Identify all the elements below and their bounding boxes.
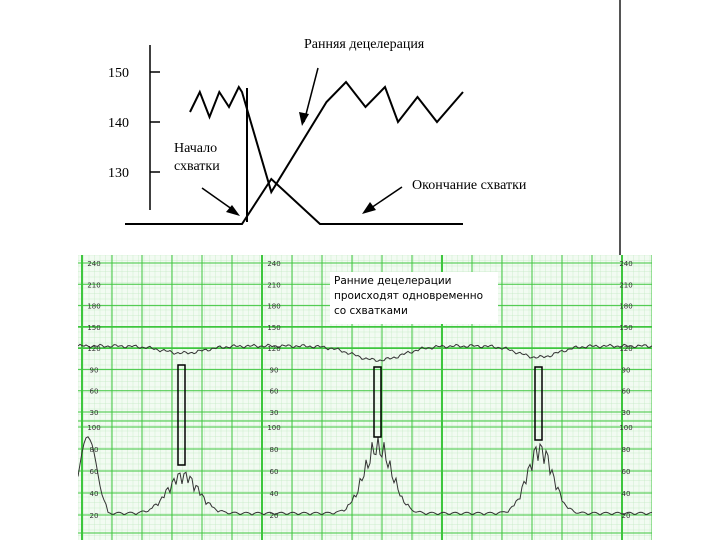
uc-scale-label: 80 (622, 446, 631, 454)
uc-scale-label: 20 (270, 512, 279, 520)
fhr-scale-label: 180 (619, 303, 632, 311)
fhr-scale-label: 180 (267, 303, 280, 311)
uc-scale-label: 60 (270, 468, 279, 476)
fhr-scale-label: 90 (270, 366, 279, 374)
ctg-uc-trace (78, 436, 652, 516)
end-arrow-head (362, 202, 376, 214)
fhr-scale-label: 120 (267, 345, 280, 353)
scheme-contraction-trace (125, 177, 463, 225)
fhr-scale-label: 60 (270, 388, 279, 396)
deceleration-marker-1 (177, 364, 186, 466)
scheme-fhr-trace (189, 80, 464, 195)
fhr-scale-label: 150 (619, 324, 632, 332)
annotation-line-2: происходят одновременно (334, 290, 484, 302)
fhr-scale-label: 150 (267, 324, 280, 332)
label-end: Окончание схватки (412, 178, 527, 193)
uc-scale-label: 100 (267, 424, 280, 432)
fhr-scale-label: 240 (87, 260, 100, 268)
start-arrow-head (226, 205, 240, 216)
y-label-130: 130 (108, 166, 129, 181)
end-arrow (367, 186, 403, 211)
fhr-scale-label: 30 (622, 409, 631, 417)
fhr-scale-label: 30 (90, 409, 99, 417)
fhr-scale-label: 210 (267, 281, 280, 289)
fhr-scale-label: 150 (87, 324, 100, 332)
annotation-line-3: со схватками (334, 305, 408, 317)
deceleration-marker-2 (373, 366, 382, 438)
uc-scale-label: 80 (90, 446, 99, 454)
uc-scale-label: 20 (622, 512, 631, 520)
label-start-line1: Начало (174, 141, 217, 156)
uc-scale-label: 60 (90, 468, 99, 476)
fhr-scale-label: 120 (87, 345, 100, 353)
label-start-line2: схватки (174, 159, 220, 174)
uc-scale-label: 100 (619, 424, 632, 432)
uc-scale-label: 80 (270, 446, 279, 454)
uc-scale-label: 40 (622, 490, 631, 498)
fhr-scale-label: 180 (87, 303, 100, 311)
ctg-scale-labels: 240 210 180 150 120 90 60 30 100 80 60 40 20 240 210 18… (87, 260, 632, 520)
uc-scale-label: 60 (622, 468, 631, 476)
title-arrow (303, 67, 319, 123)
y-label-150: 150 (108, 66, 129, 81)
uc-scale-label: 20 (90, 512, 99, 520)
fhr-scale-label: 120 (619, 345, 632, 353)
fhr-scale-label: 60 (90, 388, 99, 396)
fhr-scale-label: 90 (622, 366, 631, 374)
fhr-scale-label: 240 (619, 260, 632, 268)
uc-scale-label: 40 (90, 490, 99, 498)
fhr-scale-label: 240 (267, 260, 280, 268)
uc-scale-label: 40 (270, 490, 279, 498)
annotation-box: Ранние децелерации происходят одновремен… (330, 272, 498, 324)
deceleration-marker-3 (534, 366, 543, 441)
scheme-title: Ранняя децелерация (304, 37, 425, 52)
fhr-scale-label: 210 (619, 281, 632, 289)
fhr-scale-label: 210 (87, 281, 100, 289)
uc-scale-label: 100 (87, 424, 100, 432)
ctg-fhr-trace (78, 343, 652, 362)
early-deceleration-scheme: 150 140 130 Ранняя децелерация Начало сх… (108, 0, 621, 255)
fhr-scale-label: 90 (90, 366, 99, 374)
y-label-140: 140 (108, 116, 129, 131)
annotation-line-1: Ранние децелерации (334, 275, 452, 287)
title-arrow-head (299, 112, 309, 126)
fhr-scale-label: 30 (270, 409, 279, 417)
fhr-scale-label: 60 (622, 388, 631, 396)
